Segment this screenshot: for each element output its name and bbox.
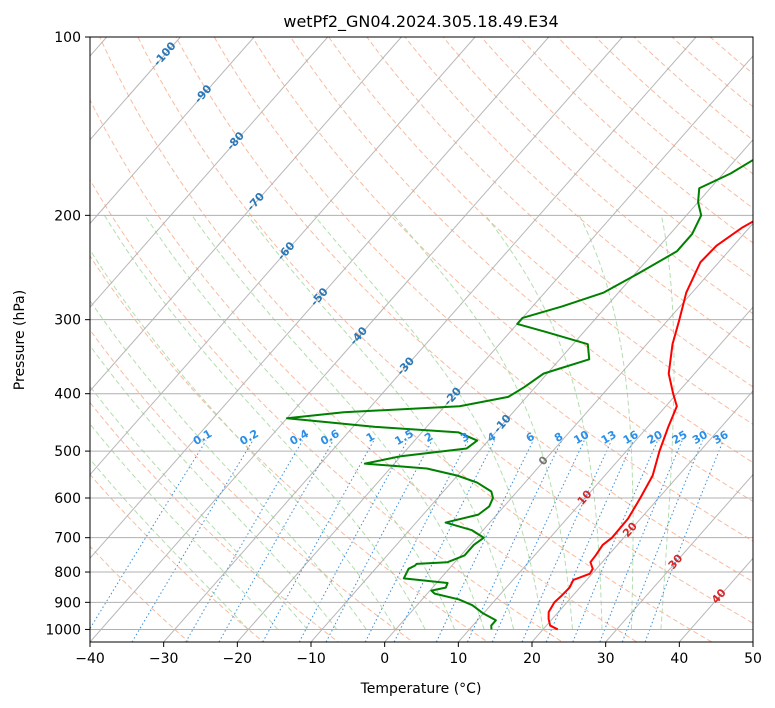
mixing-ratio-line (545, 440, 634, 642)
mixing-ratio-line (131, 440, 254, 642)
moist-adiabat (90, 458, 249, 630)
pressure-grid (90, 37, 753, 630)
x-tick-label: 10 (449, 651, 467, 667)
isotherm-line (163, 37, 697, 642)
mixing-ratio-line (572, 440, 659, 642)
x-axis-title: Temperature (°C) (360, 681, 482, 697)
dry-adiabat (90, 329, 414, 642)
y-tick-label: 600 (54, 491, 81, 507)
chart-title: wetPf2_GN04.2024.305.18.49.E34 (283, 12, 558, 32)
isotherm-line (90, 37, 255, 225)
mixing-ratio-line (185, 440, 304, 642)
dry-adiabat (90, 401, 340, 642)
mixing-ratio-line (218, 440, 334, 642)
background-lines (90, 37, 753, 642)
x-tick-label: 50 (744, 651, 762, 667)
isotherm-line (90, 37, 402, 392)
dry-adiabat (90, 178, 564, 642)
x-tick-label: −40 (75, 651, 105, 667)
y-tick-label: 1000 (45, 622, 81, 638)
y-tick-label: 500 (54, 444, 81, 460)
y-axis-ticks: 100 200 300 400 500 600 700 800 900 1000 (45, 30, 90, 638)
dry-adiabat (595, 37, 753, 175)
isotherm-line (90, 37, 476, 476)
x-tick-label: −30 (149, 651, 179, 667)
dry-adiabat (328, 37, 753, 425)
y-tick-label: 200 (54, 208, 81, 224)
mixing-ratio-line (491, 440, 585, 642)
isotherm-line (90, 37, 329, 308)
dry-adiabat (175, 37, 753, 583)
isotherm-line (236, 55, 753, 642)
x-tick-label: 30 (597, 651, 615, 667)
isotherm-line (605, 473, 753, 642)
x-tick-label: −10 (296, 651, 326, 667)
moist-adiabat (90, 248, 397, 630)
mixing-ratio-line (521, 440, 612, 642)
mixing-ratio-line (467, 440, 563, 642)
isotherm-line (310, 138, 753, 642)
mixing-ratio-line (599, 440, 683, 642)
isotherm-line (531, 390, 753, 642)
x-tick-label: 20 (523, 651, 541, 667)
mixing-ratio-line (435, 440, 534, 642)
dewpoint-profile-line (285, 158, 753, 630)
y-tick-label: 100 (54, 30, 81, 46)
dry-adiabat (480, 37, 753, 279)
mixing-ratio-line (393, 440, 495, 642)
dry-adiabat (556, 37, 753, 209)
dry-adiabat (90, 98, 638, 642)
plot-frame (89, 36, 754, 643)
y-tick-label: 900 (54, 595, 81, 611)
isotherm-line (457, 306, 753, 642)
dry-adiabat (90, 545, 190, 642)
y-tick-label: 300 (54, 313, 81, 329)
x-tick-label: −20 (223, 651, 253, 667)
profile-lines (285, 158, 753, 631)
isotherm-line (90, 37, 181, 141)
y-axis-title: Pressure (hPa) (12, 290, 28, 390)
isotherm-line (90, 37, 623, 642)
y-tick-label: 700 (54, 531, 81, 547)
temperature-profile-line (547, 220, 753, 631)
dry-adiabat (137, 37, 753, 624)
dry-adiabat (442, 37, 753, 315)
x-tick-label: 40 (670, 651, 688, 667)
dry-adiabat (404, 37, 753, 351)
mixing-ratio-line (325, 440, 433, 642)
y-tick-label: 400 (54, 387, 81, 403)
plot-background (90, 37, 753, 642)
dry-adiabat (251, 37, 753, 503)
mixing-ratio-line (90, 440, 207, 630)
dry-adiabat (366, 37, 753, 388)
x-axis-ticks: −40 −30 −20 −10 0 10 20 30 40 50 (75, 642, 762, 667)
mixing-ratio-line (621, 440, 704, 642)
dry-adiabat (99, 37, 713, 642)
y-tick-label: 800 (54, 565, 81, 581)
isotherm-line (384, 222, 753, 642)
isotherm-line (90, 37, 550, 560)
x-tick-label: 0 (380, 651, 389, 667)
dry-adiabat (90, 255, 489, 642)
